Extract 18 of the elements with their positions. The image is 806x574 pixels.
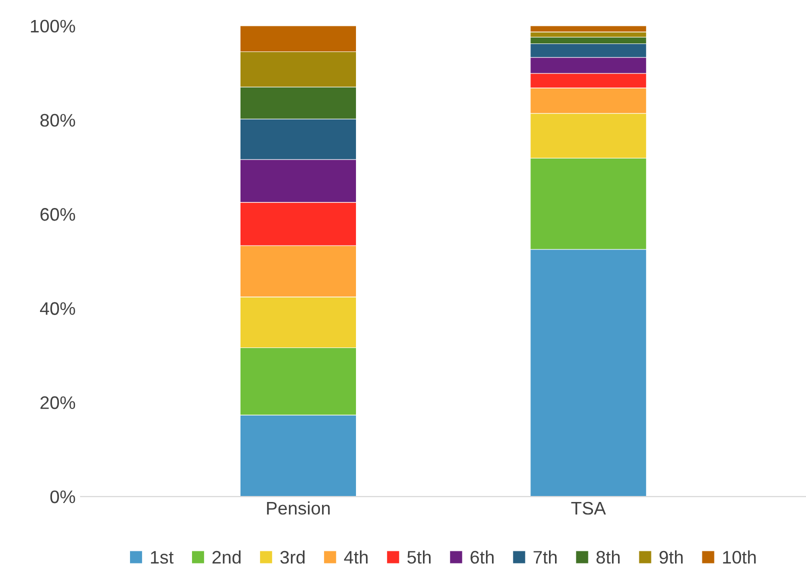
y-tick-label: 80% bbox=[40, 114, 76, 127]
x-tick-label: Pension bbox=[267, 501, 330, 515]
legend-label: 6th bbox=[470, 550, 494, 564]
y-tick-label: 100% bbox=[30, 20, 76, 33]
y-tick-label: 60% bbox=[40, 208, 76, 221]
legend-label: 7th bbox=[534, 550, 557, 564]
x-tick-label: TSA bbox=[571, 502, 606, 515]
y-tick-label: 0% bbox=[50, 490, 76, 504]
legend-label: 1st bbox=[150, 551, 174, 564]
legend-label: 4th bbox=[344, 550, 368, 564]
legend-label: 5th bbox=[407, 550, 431, 564]
legend-label: 3rd bbox=[280, 550, 305, 564]
legend-label: 2nd bbox=[212, 550, 241, 564]
legend-label: 9th bbox=[660, 550, 683, 564]
legend-label: 10th bbox=[723, 550, 756, 564]
y-tick-label: 20% bbox=[40, 396, 76, 410]
y-tick-label: 40% bbox=[40, 302, 76, 315]
legend-label: 8th bbox=[596, 550, 620, 564]
